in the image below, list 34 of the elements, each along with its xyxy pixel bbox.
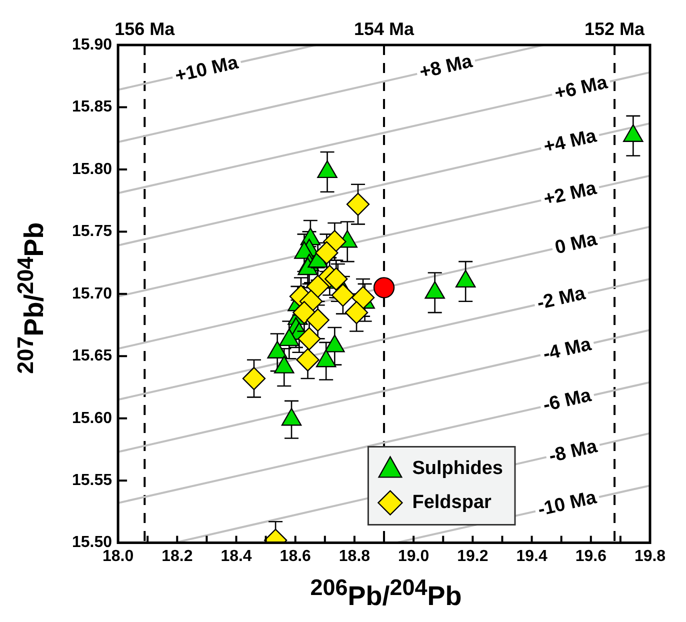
x-tick-label: 18.2 (162, 548, 193, 565)
y-tick-label: 15.60 (72, 410, 112, 427)
annotation: 0 Ma (553, 228, 600, 259)
y-tick-label: 15.85 (72, 98, 112, 116)
y-tick-label: 15.80 (72, 160, 112, 178)
x-tick-label: 18.4 (220, 548, 252, 565)
x-tick-label: 19.4 (516, 548, 548, 565)
x-tick-label: 19.0 (398, 548, 430, 565)
y-tick-label: 15.75 (72, 223, 112, 240)
x-axis-title: $^{206}$Pb/$^{204}$Pb (309, 574, 463, 613)
ref-line-label: 154 Ma (354, 18, 416, 39)
annotation: -8 Ma (547, 436, 600, 468)
y-tick-label: 15.55 (72, 472, 112, 489)
annotation: +6 Ma (552, 72, 610, 104)
legend-label: Feldspar (412, 492, 492, 514)
annotation: -6 Ma (541, 384, 594, 416)
annotation: -4 Ma (541, 334, 594, 366)
annotation: +2 Ma (542, 178, 599, 210)
annotation: +10 Ma (173, 52, 241, 87)
annotation: +8 Ma (418, 50, 475, 84)
annotation: -2 Ma (535, 282, 588, 314)
y-tick-label: 15.65 (72, 348, 112, 365)
x-tick-label: 19.8 (634, 548, 666, 565)
legend-label: Sulphides (412, 458, 504, 480)
x-tick-label: 18.8 (338, 548, 370, 565)
x-tick-label: 19.2 (457, 548, 488, 565)
ref-line-label: 152 Ma (584, 18, 646, 39)
ref-line-label: 156 Ma (114, 18, 176, 39)
x-tick-label: 18.6 (280, 548, 312, 565)
y-tick-label: 15.90 (72, 36, 112, 54)
annotation: +4 Ma (542, 126, 599, 158)
annotation: -10 Ma (536, 487, 599, 521)
x-tick-label: 19.6 (575, 548, 607, 565)
y-tick-label: 15.70 (72, 285, 112, 302)
